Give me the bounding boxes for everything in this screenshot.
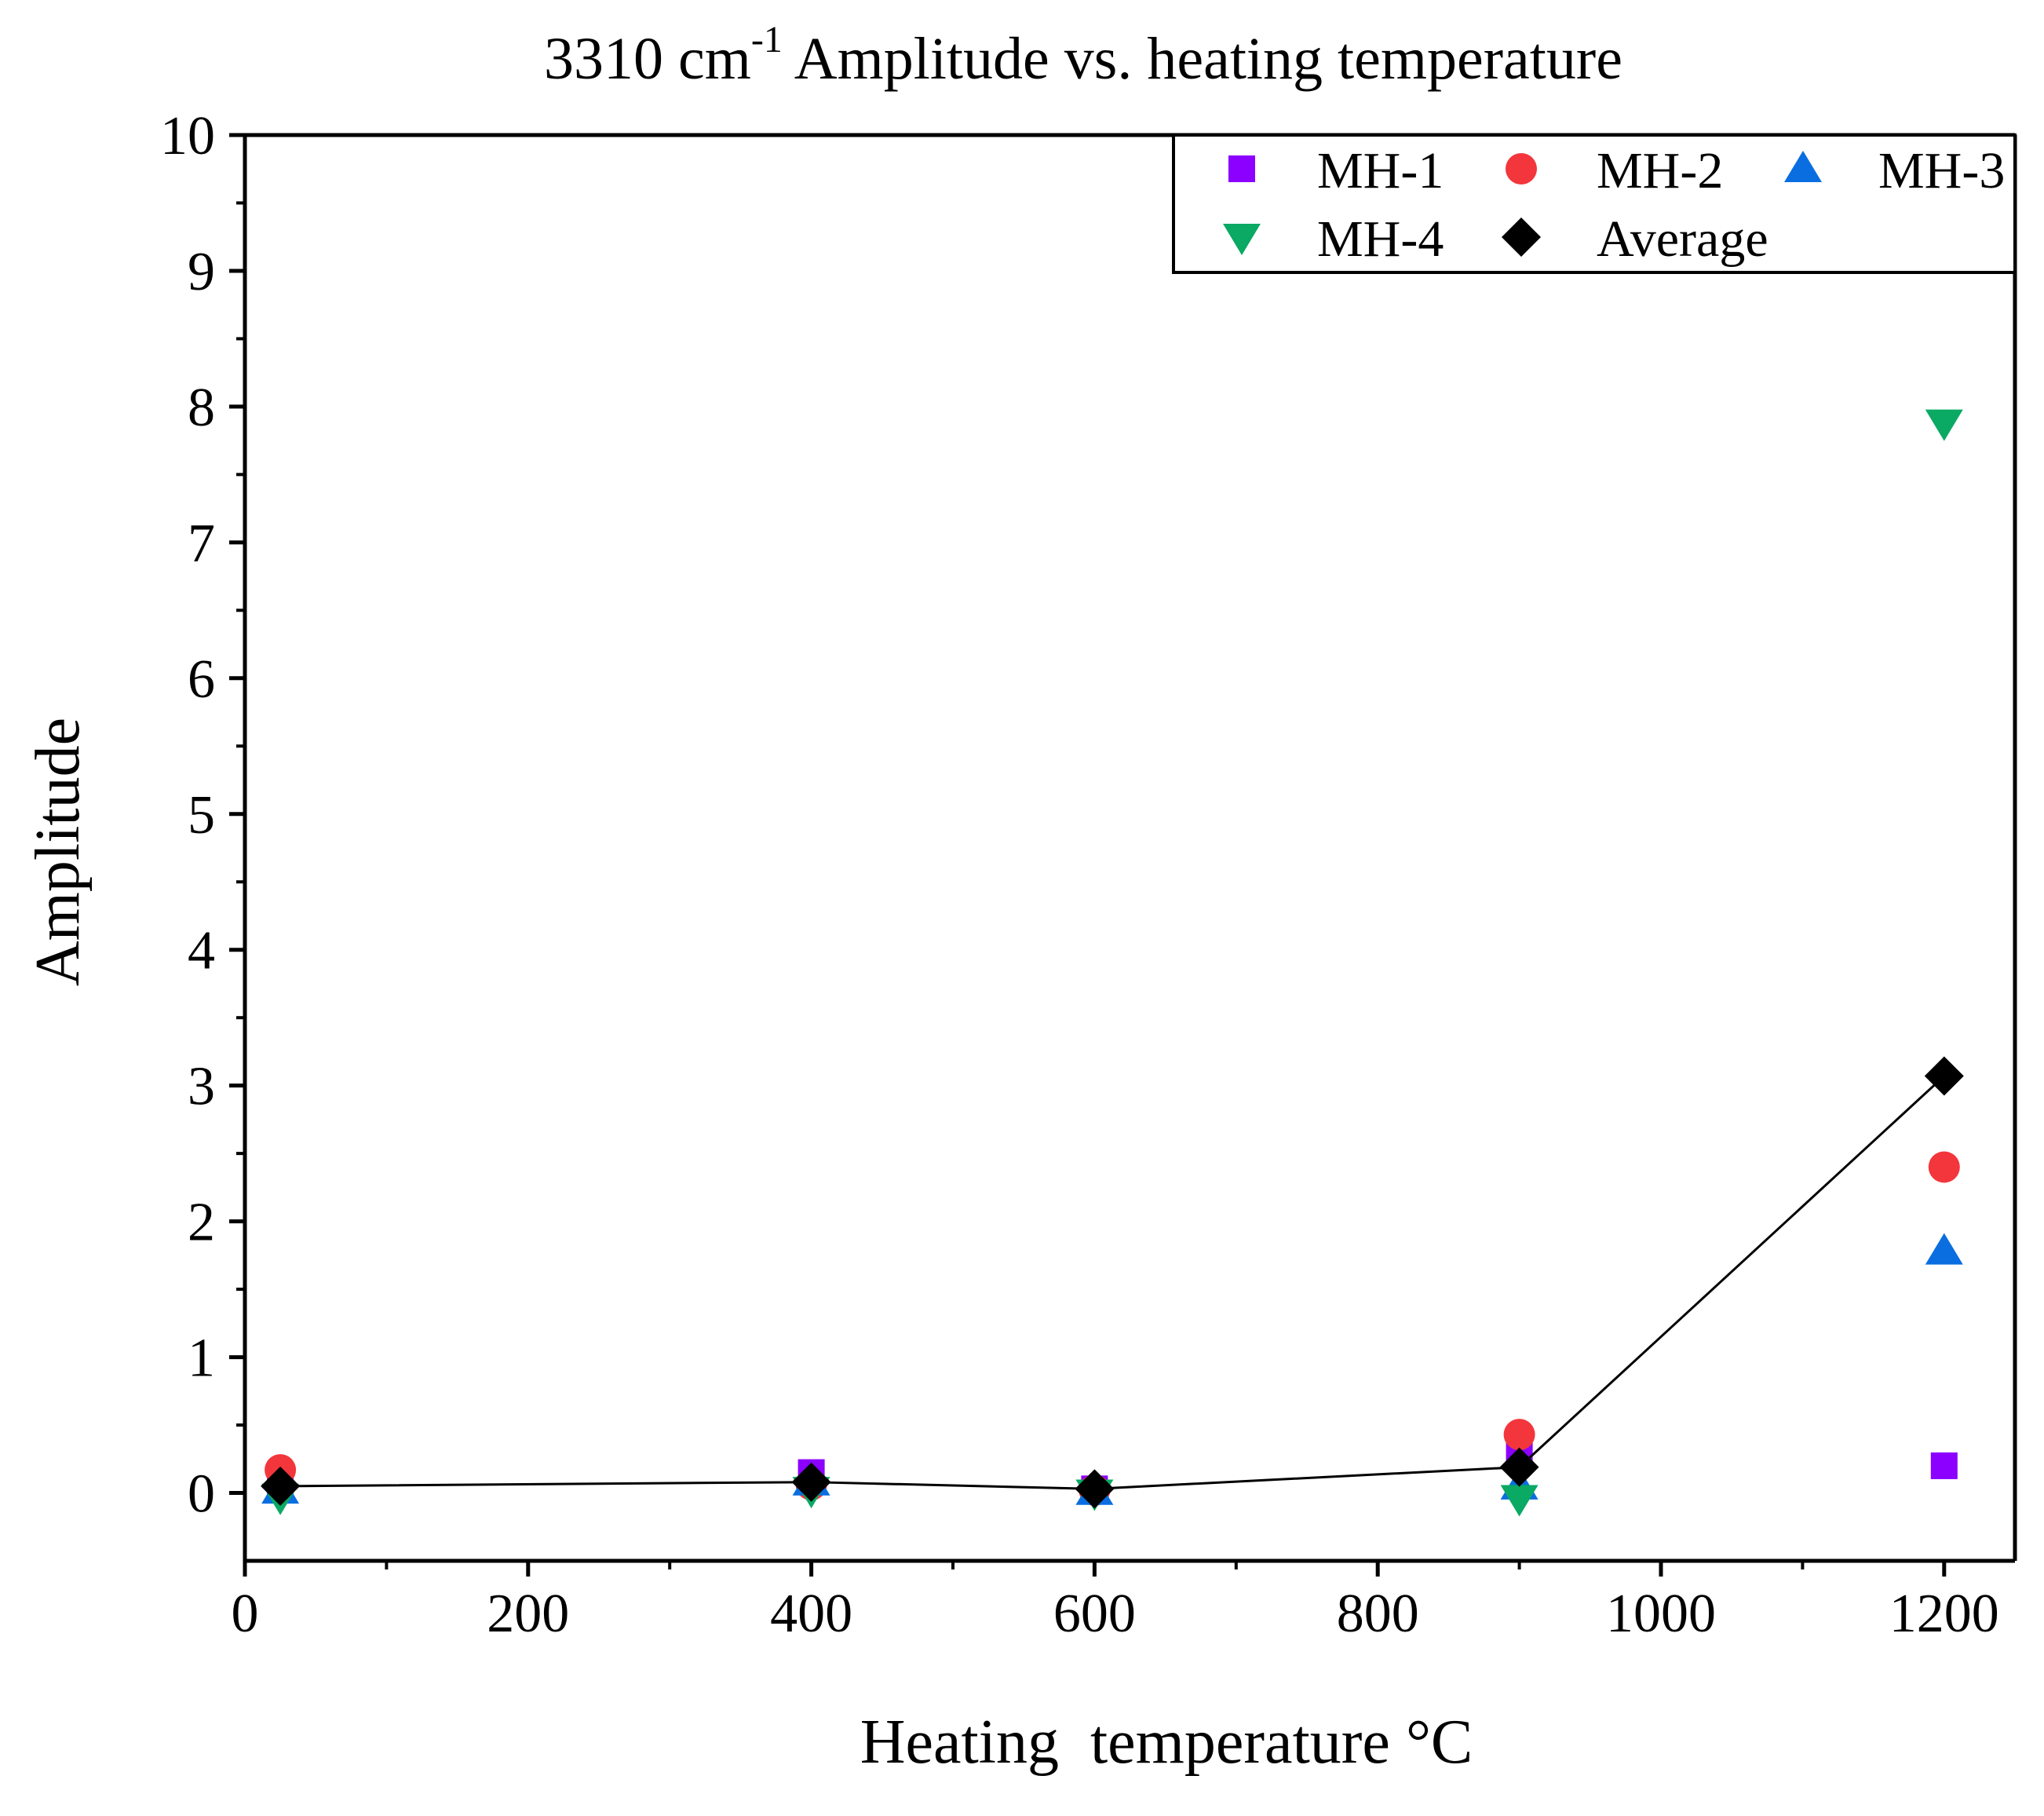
chart-title-rest: Amplitude vs. heating temperature bbox=[783, 26, 1622, 92]
x-tick-label: 1200 bbox=[1889, 1584, 1999, 1644]
y-tick-label: 8 bbox=[188, 378, 215, 438]
legend-item-mh-4: MH-4 bbox=[1223, 210, 1444, 268]
legend-item-average: Average bbox=[1502, 210, 1768, 268]
x-tick-label: 800 bbox=[1337, 1584, 1419, 1644]
x-tick-label: 600 bbox=[1053, 1584, 1136, 1644]
y-tick-label: 1 bbox=[188, 1328, 215, 1389]
legend-label: MH-3 bbox=[1878, 142, 2005, 199]
legend-marker-mh-4 bbox=[1223, 224, 1261, 255]
chart-title: 3310 cm-1 Amplitude vs. heating temperat… bbox=[544, 19, 1622, 92]
y-tick-label: 5 bbox=[188, 785, 215, 846]
x-tick-label: 200 bbox=[487, 1584, 569, 1644]
data-point-mh-4 bbox=[1925, 409, 1963, 441]
legend-marker-mh-2 bbox=[1506, 153, 1537, 185]
legend-label: MH-1 bbox=[1317, 142, 1444, 199]
data-point-mh-2 bbox=[1928, 1151, 1960, 1183]
data-point-average bbox=[1924, 1056, 1964, 1096]
series-average bbox=[261, 1056, 1964, 1509]
data-point-average bbox=[791, 1462, 831, 1502]
data-point-average bbox=[1075, 1469, 1115, 1509]
data-point-mh-2 bbox=[1503, 1419, 1535, 1451]
legend-item-mh-2: MH-2 bbox=[1506, 142, 1723, 199]
legend-item-mh-1: MH-1 bbox=[1228, 142, 1444, 199]
legend: MH-1 MH-2 MH-3 MH-4 Average bbox=[1172, 133, 2017, 274]
y-axis-label: Amplitude bbox=[24, 718, 93, 986]
y-tick-label: 2 bbox=[188, 1193, 215, 1253]
x-tick-label: 0 bbox=[232, 1584, 259, 1644]
x-tick-label: 400 bbox=[770, 1584, 852, 1644]
chart-title-main: 3310 cm bbox=[544, 26, 751, 92]
legend-marker-mh-1 bbox=[1228, 155, 1255, 182]
data-point-average bbox=[261, 1466, 301, 1506]
plot-area bbox=[261, 409, 1964, 1517]
legend-marker-average bbox=[1502, 217, 1541, 257]
legend-label: Average bbox=[1597, 210, 1768, 268]
data-point-mh-3 bbox=[1925, 1233, 1963, 1265]
y-tick-label: 9 bbox=[188, 242, 215, 302]
y-tick-label: 3 bbox=[188, 1057, 215, 1117]
data-point-average bbox=[1499, 1447, 1539, 1487]
axes: 0 200 400 600 800 1000 1200 0 1 2 3 4 5 6 7 8 9 10 bbox=[160, 106, 2017, 1644]
y-tick-label: 6 bbox=[188, 649, 215, 710]
x-tick-label: 1000 bbox=[1606, 1584, 1716, 1644]
y-tick-label: 0 bbox=[188, 1464, 215, 1525]
y-tick-label: 10 bbox=[160, 106, 215, 166]
data-point-mh-4 bbox=[1500, 1485, 1538, 1517]
legend-label: MH-2 bbox=[1597, 142, 1723, 199]
legend-marker-mh-3 bbox=[1784, 151, 1822, 182]
x-axis-label: Heating temperature °C bbox=[860, 1708, 1473, 1777]
y-tick-label: 4 bbox=[188, 921, 215, 981]
y-tick-label: 7 bbox=[188, 513, 215, 574]
chart-title-superscript: -1 bbox=[751, 19, 783, 60]
legend-item-mh-3: MH-3 bbox=[1784, 142, 2005, 199]
legend-box bbox=[1172, 133, 2017, 274]
legend-label: MH-4 bbox=[1317, 210, 1444, 268]
data-point-mh-1 bbox=[1930, 1452, 1958, 1479]
